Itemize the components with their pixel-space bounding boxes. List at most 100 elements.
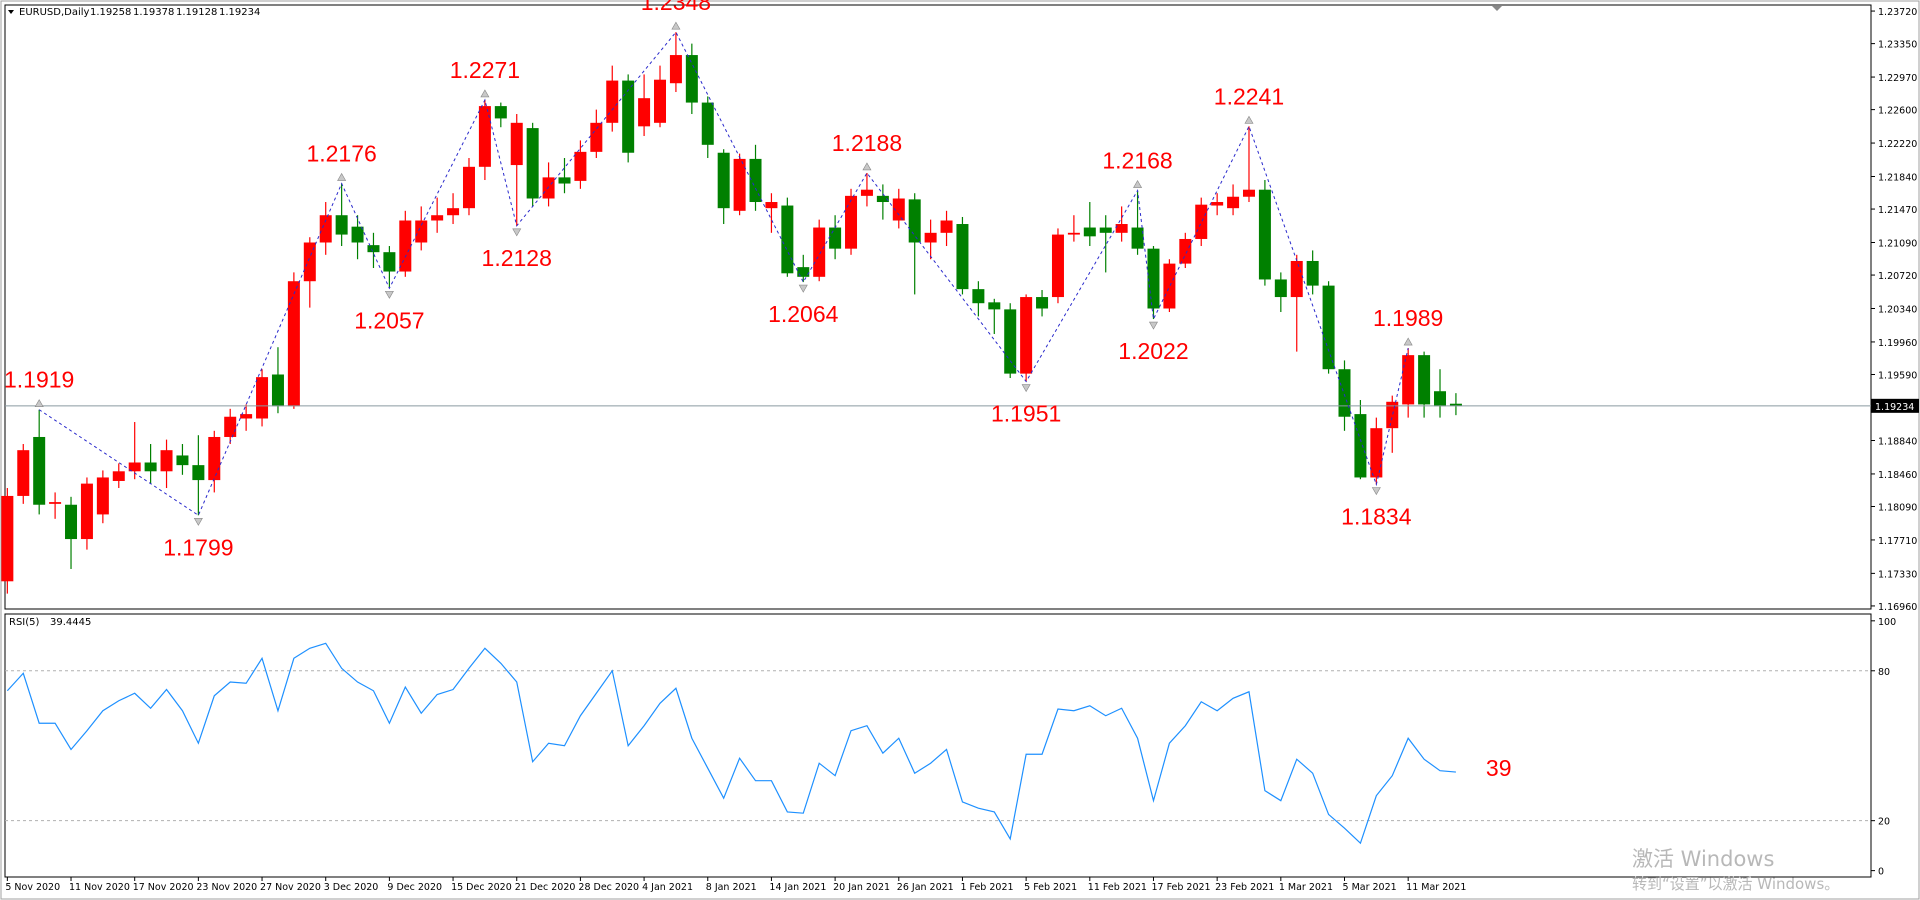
candle-body <box>1290 260 1303 298</box>
y-tick-label: 1.23720 <box>1878 7 1917 18</box>
y-tick-label: 1.21840 <box>1878 172 1917 183</box>
last-close: 1.19234 <box>219 7 260 18</box>
candle-body <box>1179 238 1192 264</box>
candle-body <box>80 483 93 540</box>
candle-body <box>431 215 444 221</box>
candle-body <box>303 242 316 282</box>
x-tick-label: 11 Feb 2021 <box>1088 882 1147 893</box>
candle-body <box>526 128 539 199</box>
candle-body <box>1242 189 1255 197</box>
watermark-subtitle: 转到“设置”以激活 Windows。 <box>1632 875 1839 893</box>
swing-label: 1.2128 <box>482 245 552 271</box>
candle-body <box>669 55 682 84</box>
zigzag <box>38 31 1409 517</box>
rsi-annotation: 39 <box>1486 755 1512 781</box>
price-panel <box>4 4 1872 610</box>
candle-body <box>208 436 221 481</box>
x-tick-label: 11 Mar 2021 <box>1406 882 1466 893</box>
candle-body <box>781 205 794 274</box>
candle-body <box>335 215 348 235</box>
rsi-current: 39.4445 <box>50 617 91 628</box>
x-tick-label: 21 Dec 2020 <box>515 882 576 893</box>
candle-body <box>383 252 396 272</box>
candle-body <box>1370 428 1383 478</box>
candle-body <box>876 195 889 203</box>
candle-body <box>765 202 778 209</box>
rsi-header: RSI(5) 39.4445 <box>9 617 91 628</box>
candle-body <box>478 106 491 167</box>
shift-marker <box>1492 6 1502 11</box>
fractal-arrow <box>1133 179 1143 188</box>
swing-label: 1.2241 <box>1214 83 1284 109</box>
y-tick-label: 1.18090 <box>1878 502 1917 513</box>
watermark-title: 激活 Windows <box>1632 847 1774 871</box>
candle-body <box>319 215 332 243</box>
fractal-arrow <box>1244 115 1254 124</box>
candle-body <box>813 227 826 277</box>
x-tick-label: 28 Dec 2020 <box>578 882 639 893</box>
last-low: 1.19128 <box>176 7 217 18</box>
candle-body <box>1195 204 1208 239</box>
x-tick-label: 5 Nov 2020 <box>5 882 60 893</box>
candle-body <box>1004 309 1017 374</box>
candle-body <box>287 281 300 407</box>
x-tick-label: 17 Nov 2020 <box>133 882 194 893</box>
candle-body <box>1083 227 1096 237</box>
fractal-arrow <box>480 89 490 98</box>
x-tick-label: 14 Jan 2021 <box>769 882 826 893</box>
symbol-title: EURUSD,Daily <box>19 7 90 18</box>
rsi-tick-label: 0 <box>1878 867 1884 878</box>
candle-body <box>256 377 269 419</box>
candle-body <box>988 302 1001 310</box>
current-price-label: 1.19234 <box>1875 402 1914 413</box>
swing-label: 1.1951 <box>991 401 1061 427</box>
x-tick-label: 9 Dec 2020 <box>387 882 442 893</box>
candles <box>1 32 1462 594</box>
candle-body <box>749 158 762 203</box>
candle-body <box>240 414 253 419</box>
menu-arrow <box>8 10 14 14</box>
swing-label: 1.1799 <box>163 534 233 560</box>
candle-body <box>574 151 587 181</box>
y-tick-label: 1.22600 <box>1878 106 1917 117</box>
rsi-line <box>6 642 1456 845</box>
y-tick-label: 1.19960 <box>1878 338 1917 349</box>
rsi-tick-label: 20 <box>1878 817 1890 828</box>
candle-body <box>1099 227 1112 233</box>
fractal-arrow <box>798 284 808 293</box>
swing-label: 1.2057 <box>354 307 424 333</box>
candle-body <box>33 436 46 505</box>
x-tick-label: 1 Mar 2021 <box>1279 882 1333 893</box>
candle-body <box>829 227 842 249</box>
fractal-arrow <box>1403 337 1413 346</box>
y-tick-label: 1.20720 <box>1878 271 1917 282</box>
candle-body <box>1274 279 1287 298</box>
current-price-box <box>1871 398 1919 413</box>
candle-body <box>1434 391 1447 407</box>
fractal-arrow <box>512 228 522 237</box>
candle-body <box>1227 196 1240 209</box>
swing-label: 1.2064 <box>768 301 839 327</box>
candle-body <box>17 450 30 496</box>
y-tick-label: 1.22220 <box>1878 139 1917 150</box>
candle-body <box>701 102 714 145</box>
swing-label: 1.1834 <box>1341 503 1412 529</box>
candle-body <box>399 220 412 272</box>
candle-body <box>1211 202 1224 206</box>
candle-body <box>892 198 905 221</box>
candle-body <box>1 495 14 582</box>
candle-body <box>654 79 667 123</box>
candle-body <box>542 177 555 199</box>
candle-body <box>1322 285 1335 370</box>
x-tick-label: 23 Feb 2021 <box>1215 882 1274 893</box>
candle-body <box>1115 224 1128 233</box>
header: EURUSD,Daily 1.19258 1.19378 1.19128 1.1… <box>8 6 1502 18</box>
x-tick-label: 23 Nov 2020 <box>196 882 257 893</box>
candle-body <box>1036 297 1049 309</box>
candle-body <box>1418 355 1431 405</box>
y-tick-label: 1.17710 <box>1878 536 1917 547</box>
fractal-arrow <box>1148 321 1158 330</box>
x-tick-label: 4 Jan 2021 <box>642 882 693 893</box>
